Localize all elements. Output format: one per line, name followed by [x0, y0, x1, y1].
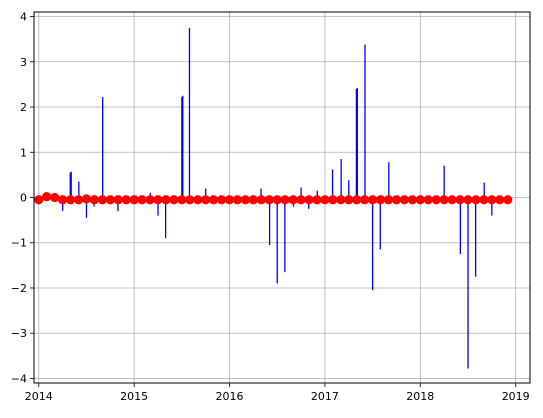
y-tick-label: −4: [11, 372, 27, 385]
data-point-marker: [105, 195, 115, 205]
tick-labels: 2014 2015 2016 2017 2018 2019 4 3 2 1 0 −1 −2 −3 −4: [11, 11, 530, 403]
data-point-marker: [312, 195, 322, 205]
y-tick-label: 4: [20, 11, 27, 24]
spike-series: [61, 27, 493, 369]
data-point-marker: [304, 195, 314, 205]
data-point-marker: [495, 195, 505, 205]
data-point-marker: [272, 195, 282, 205]
data-point-marker: [336, 195, 346, 205]
data-point-marker: [368, 195, 378, 205]
data-point-marker: [137, 195, 147, 205]
y-tick-label: −3: [11, 327, 27, 340]
data-point-marker: [399, 195, 409, 205]
data-point-marker: [97, 195, 107, 205]
data-point-marker: [224, 195, 235, 205]
data-point-marker: [161, 195, 171, 205]
data-point-marker: [217, 195, 227, 205]
marker-series: [34, 191, 513, 205]
data-point-marker: [113, 195, 123, 205]
data-point-marker: [288, 195, 298, 205]
y-tick-label: 3: [20, 56, 27, 69]
data-point-marker: [264, 195, 274, 205]
x-tick-label: 2015: [120, 390, 148, 403]
y-tick-label: 2: [20, 101, 27, 114]
data-point-marker: [193, 195, 203, 205]
data-point-marker: [153, 195, 163, 205]
data-point-marker: [201, 195, 211, 205]
x-tick-label: 2017: [311, 390, 339, 403]
data-point-marker: [455, 195, 465, 205]
data-point-marker: [415, 195, 425, 205]
data-point-marker: [73, 195, 84, 205]
data-point-marker: [34, 195, 44, 205]
data-point-marker: [328, 195, 338, 205]
data-point-marker: [471, 195, 481, 205]
data-point-marker: [232, 195, 243, 205]
data-point-marker: [352, 195, 362, 205]
data-point-marker: [81, 194, 92, 204]
data-point-marker: [487, 195, 497, 205]
data-point-marker: [423, 195, 433, 205]
data-point-marker: [320, 195, 330, 205]
data-point-marker: [169, 195, 179, 205]
data-point-marker: [240, 195, 251, 205]
y-tick-label: 1: [20, 146, 27, 159]
data-point-marker: [360, 195, 370, 205]
data-point-marker: [209, 195, 219, 205]
data-point-marker: [50, 192, 60, 203]
y-tick-label: −2: [11, 282, 27, 295]
data-point-marker: [58, 195, 68, 205]
data-point-marker: [65, 195, 76, 205]
data-point-marker: [185, 195, 195, 205]
data-point-marker: [503, 195, 513, 205]
x-tick-label: 2018: [406, 390, 434, 403]
data-point-marker: [177, 195, 187, 205]
data-point-marker: [407, 195, 417, 205]
tick-layer: [30, 16, 517, 387]
x-tick-label: 2014: [25, 390, 53, 403]
data-point-marker: [129, 195, 139, 205]
y-tick-label: −1: [11, 237, 27, 250]
x-tick-label: 2016: [216, 390, 244, 403]
data-point-marker: [479, 195, 489, 205]
data-point-marker: [344, 195, 354, 205]
data-point-marker: [145, 195, 155, 205]
data-point-marker: [391, 195, 402, 205]
data-point-marker: [89, 195, 99, 205]
data-point-marker: [383, 195, 394, 205]
x-tick-label: 2019: [502, 390, 530, 403]
data-point-marker: [42, 191, 52, 202]
data-point-marker: [121, 195, 131, 205]
data-point-marker: [447, 195, 457, 205]
data-point-marker: [296, 195, 306, 205]
data-point-marker: [248, 195, 258, 205]
y-tick-label: 0: [20, 192, 27, 205]
data-point-marker: [280, 195, 290, 205]
data-point-marker: [463, 195, 473, 205]
data-point-marker: [375, 195, 386, 205]
data-point-marker: [431, 195, 441, 205]
data-point-marker: [256, 195, 266, 205]
data-point-marker: [439, 195, 449, 205]
